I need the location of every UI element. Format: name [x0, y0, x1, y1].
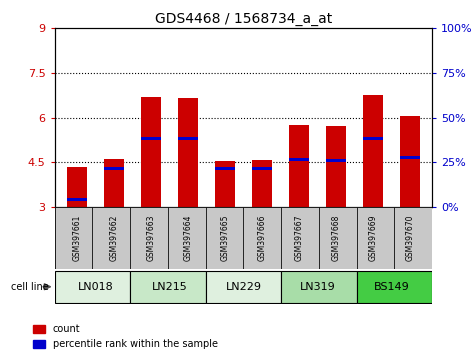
Bar [66, 167, 87, 207]
Bar [104, 167, 124, 170]
Bar [92, 207, 130, 269]
Text: LN319: LN319 [300, 282, 335, 292]
Text: LN229: LN229 [226, 282, 261, 292]
Bar [130, 207, 168, 269]
Text: GSM397661: GSM397661 [72, 215, 81, 261]
Bar [55, 207, 92, 269]
Bar [243, 207, 281, 269]
Text: GSM397669: GSM397669 [369, 215, 378, 261]
Bar [252, 167, 272, 170]
Bar [178, 137, 198, 140]
Bar [400, 156, 420, 159]
Text: GSM397665: GSM397665 [220, 215, 229, 261]
Bar [215, 161, 235, 207]
Bar [55, 271, 130, 303]
Bar [178, 98, 198, 207]
Bar [289, 158, 309, 161]
Bar [395, 207, 432, 269]
Text: cell line: cell line [11, 282, 52, 292]
Bar [104, 159, 124, 207]
Text: GSM397667: GSM397667 [294, 215, 304, 261]
Text: GSM397663: GSM397663 [146, 215, 155, 261]
Bar [400, 116, 420, 207]
Text: LN018: LN018 [77, 282, 113, 292]
Text: GSM397668: GSM397668 [332, 215, 341, 261]
Bar [141, 137, 161, 140]
Bar [206, 271, 281, 303]
Text: LN215: LN215 [152, 282, 187, 292]
Bar [289, 125, 309, 207]
Bar [141, 97, 161, 207]
Bar [206, 207, 243, 269]
Bar [326, 126, 346, 207]
Text: GSM397666: GSM397666 [257, 215, 266, 261]
Bar [252, 160, 272, 207]
Bar [281, 207, 319, 269]
Bar [281, 271, 357, 303]
Bar [168, 207, 206, 269]
Text: BS149: BS149 [374, 282, 409, 292]
Bar [130, 271, 206, 303]
Bar [215, 167, 235, 170]
Legend: count, percentile rank within the sample: count, percentile rank within the sample [33, 324, 218, 349]
Text: GSM397670: GSM397670 [406, 215, 415, 261]
Bar [326, 159, 346, 162]
Bar [363, 95, 383, 207]
Bar [363, 137, 383, 140]
Text: GSM397662: GSM397662 [109, 215, 118, 261]
Bar [357, 207, 394, 269]
Bar [319, 207, 357, 269]
Bar [66, 198, 87, 201]
Title: GDS4468 / 1568734_a_at: GDS4468 / 1568734_a_at [155, 12, 332, 26]
Text: GSM397664: GSM397664 [183, 215, 192, 261]
Bar [357, 271, 432, 303]
